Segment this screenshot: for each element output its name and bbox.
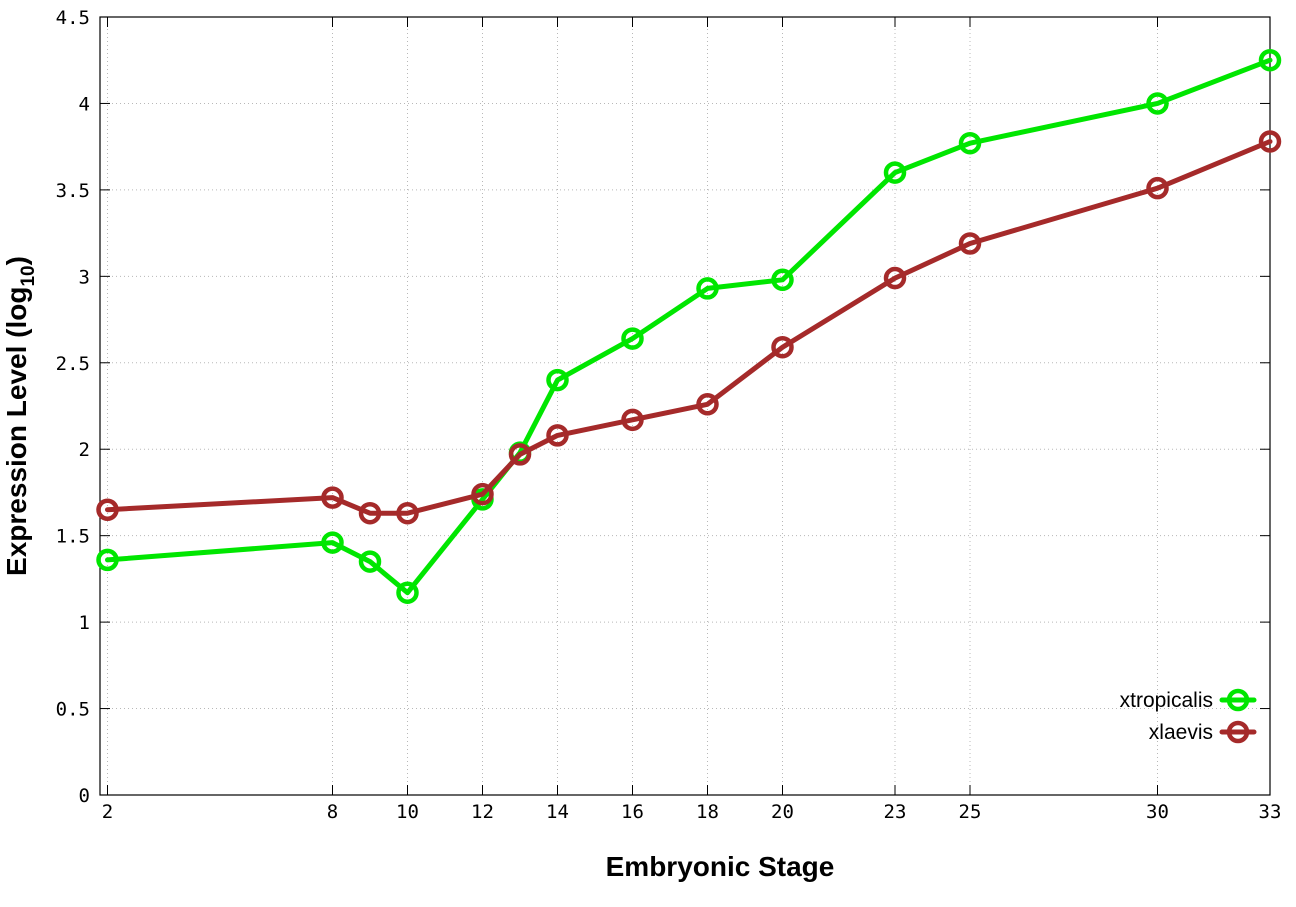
y-axis-title-close: ) (1, 256, 32, 265)
series-line-xlaevis (105, 139, 1273, 516)
grid (100, 17, 1270, 795)
y-tick-label: 0.5 (56, 699, 90, 721)
x-tick-label: 14 (546, 801, 569, 823)
data-point-xtropicalis (621, 327, 644, 350)
x-tick-label: 10 (396, 801, 419, 823)
y-tick-label: 1.5 (56, 526, 90, 548)
x-tick-label: 25 (959, 801, 982, 823)
y-axis-title: Expression Level (log10) (1, 256, 39, 576)
data-point-xtropicalis (396, 581, 419, 604)
axis-ticks: 0 0.5 1 1.5 2 2.5 3 3.5 4 4.5 2 8 10 12 14 16 18 20 23 25 30… (56, 7, 1282, 823)
y-tick-label: 2 (79, 439, 90, 461)
x-tick-label: 8 (327, 801, 338, 823)
y-tick-label: 1 (79, 612, 90, 634)
data-point-xlaevis (96, 498, 119, 521)
x-tick-label: 33 (1259, 801, 1282, 823)
legend-label-xtropicalis: xtropicalis (1120, 689, 1213, 712)
x-tick-label: 12 (471, 801, 494, 823)
data-point-xtropicalis (546, 368, 569, 392)
data-point-xlaevis (1258, 130, 1282, 153)
data-point-xtropicalis (1146, 92, 1169, 115)
data-point-xtropicalis (358, 550, 382, 573)
legend-marker-xlaevis (1226, 720, 1250, 744)
data-point-xlaevis (1146, 176, 1169, 200)
data-point-xtropicalis (958, 131, 982, 155)
data-point-xlaevis (771, 335, 794, 359)
data-point-xtropicalis (321, 531, 344, 554)
data-point-xlaevis (621, 408, 644, 432)
x-tick-label: 18 (696, 801, 719, 823)
data-point-xtropicalis (771, 268, 794, 292)
series-layer (96, 48, 1282, 604)
data-point-xlaevis (396, 501, 419, 525)
y-axis-title-main: Expression Level (log (1, 287, 32, 576)
y-tick-label: 3 (79, 266, 90, 288)
data-point-xlaevis (321, 486, 344, 509)
y-tick-label: 4.5 (56, 7, 90, 29)
x-tick-label: 16 (621, 801, 644, 823)
legend-label-xlaevis: xlaevis (1149, 721, 1213, 744)
y-tick-label: 0 (79, 785, 90, 807)
data-point-xtropicalis (696, 277, 719, 300)
data-point-xlaevis (471, 482, 494, 506)
data-point-xlaevis (358, 501, 382, 525)
series-line-xtropicalis (105, 57, 1273, 596)
data-point-xtropicalis (96, 548, 119, 572)
data-point-xlaevis (508, 443, 532, 466)
y-axis-title-subscript: 10 (18, 265, 39, 286)
y-tick-label: 3.5 (56, 180, 90, 202)
data-point-xlaevis (883, 266, 907, 290)
legend-marker-xtropicalis (1226, 688, 1250, 712)
data-point-xlaevis (546, 424, 569, 447)
y-tick-label: 2.5 (56, 353, 90, 375)
x-tick-label: 30 (1146, 801, 1169, 823)
x-tick-label: 23 (884, 801, 907, 823)
data-point-xlaevis (696, 393, 719, 416)
data-point-xlaevis (958, 232, 982, 255)
plot-frame (99, 16, 1271, 796)
x-axis-title: Embryonic Stage (606, 851, 835, 882)
x-tick-label: 2 (102, 801, 113, 823)
data-point-xtropicalis (883, 161, 907, 184)
legend: xtropicalis xlaevis (1120, 688, 1257, 744)
x-tick-label: 20 (771, 801, 794, 823)
data-point-xtropicalis (1258, 48, 1282, 72)
y-tick-label: 4 (79, 93, 90, 115)
